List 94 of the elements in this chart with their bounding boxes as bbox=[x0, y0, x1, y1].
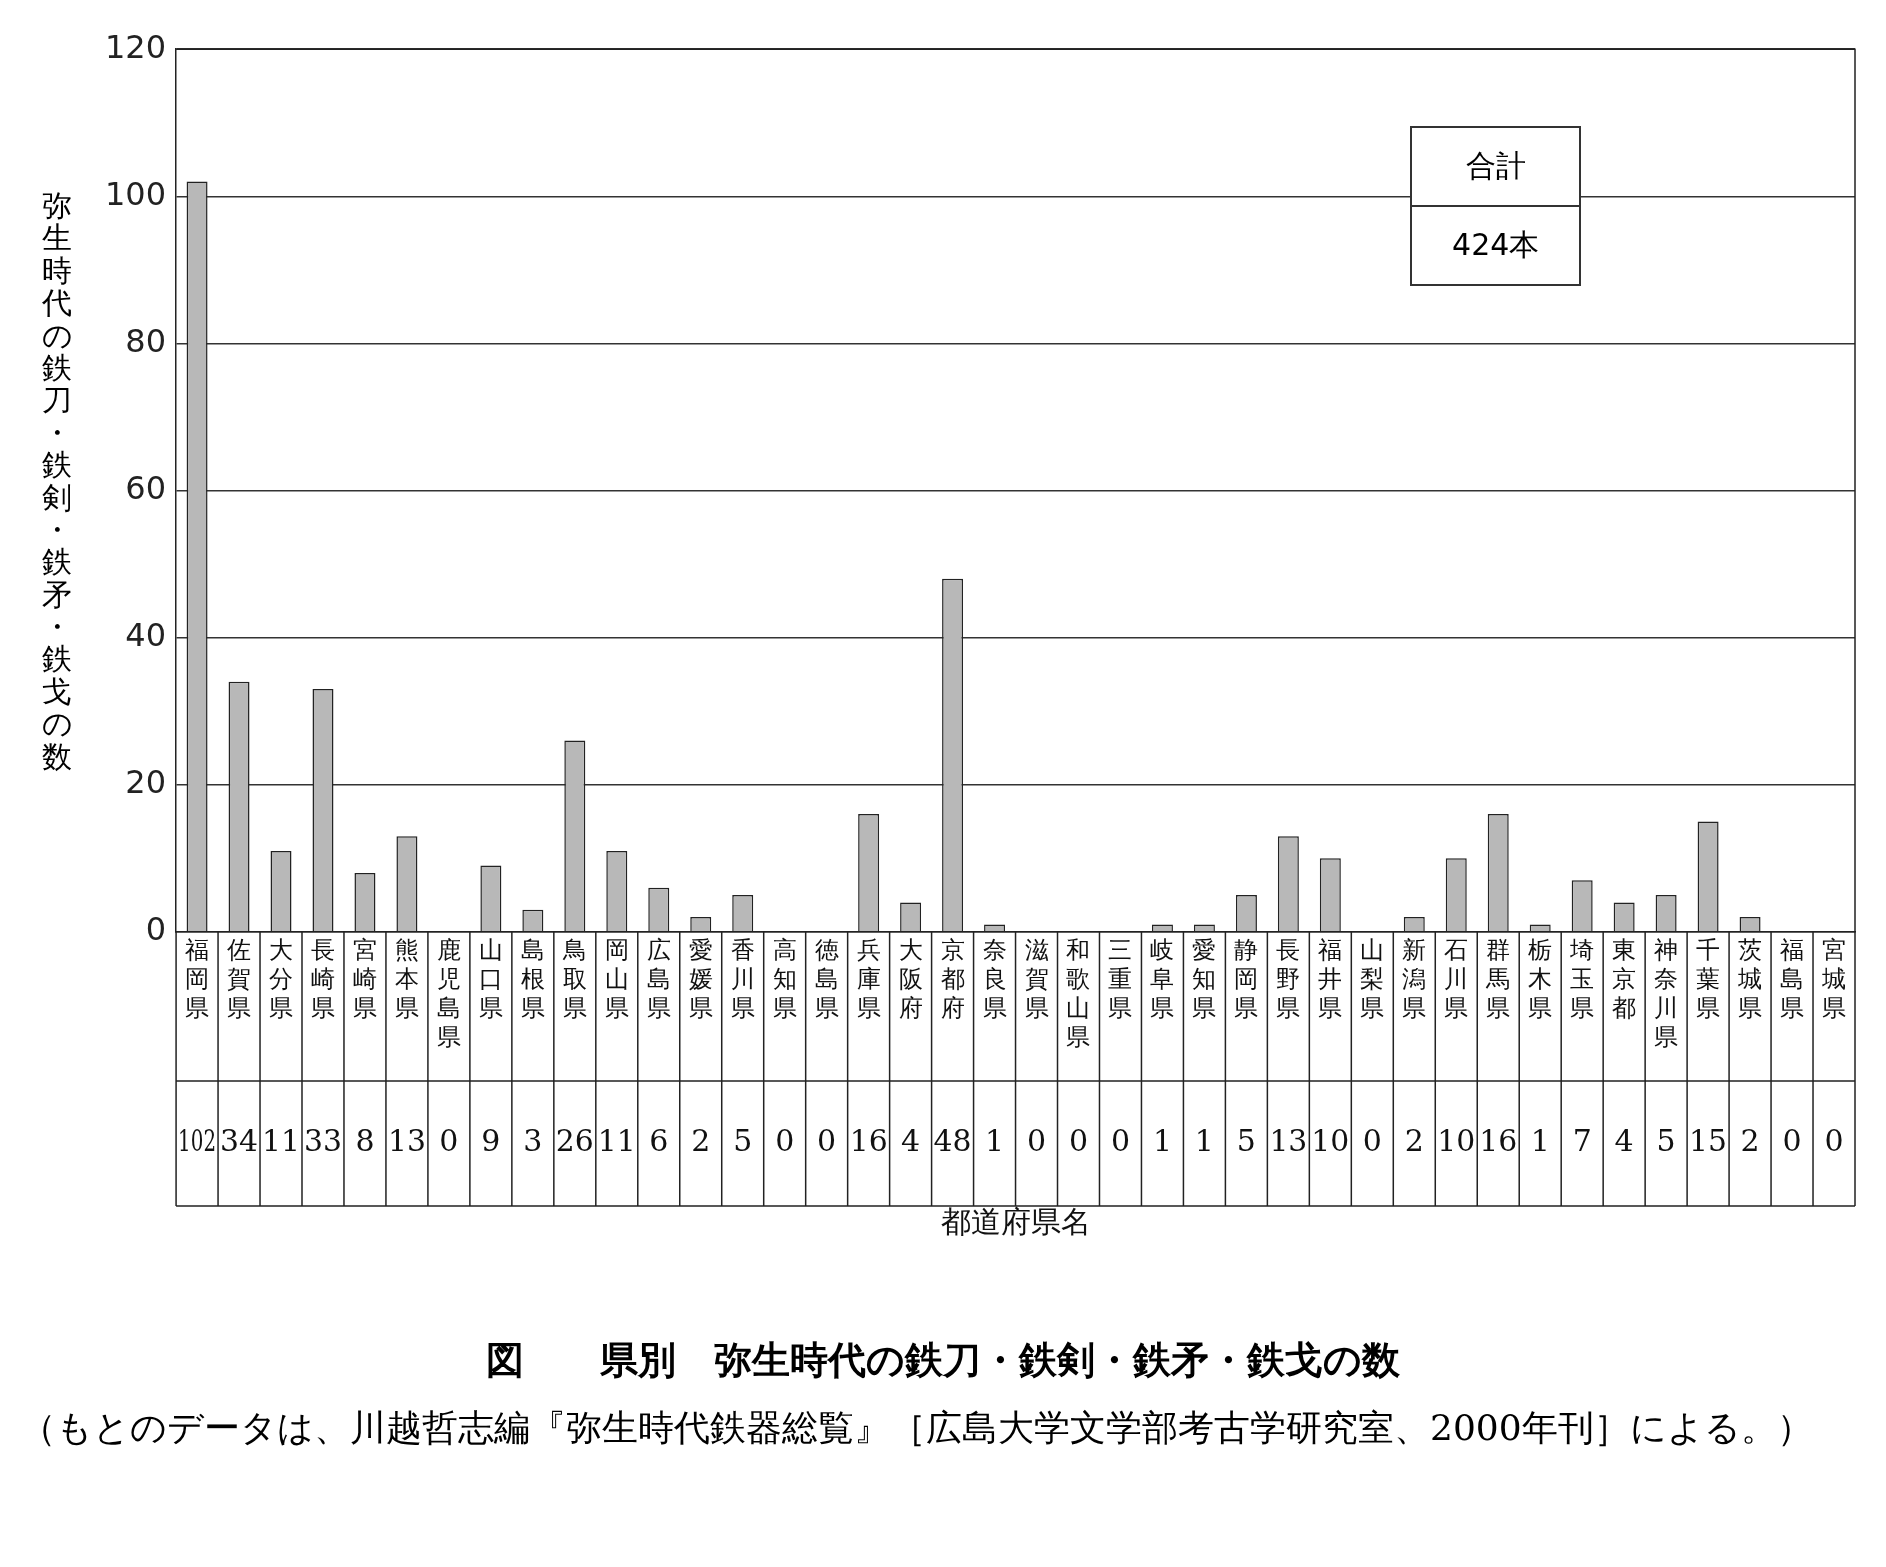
data-label: 0 bbox=[775, 1123, 795, 1159]
data-label: 13 bbox=[387, 1123, 426, 1159]
data-label: 34 bbox=[220, 1123, 259, 1159]
data-label: 5 bbox=[733, 1123, 753, 1159]
x-tick-label: 福島県 bbox=[1780, 936, 1805, 1023]
x-tick-label: 静岡県 bbox=[1234, 936, 1259, 1023]
x-tick-label: 群馬県 bbox=[1485, 936, 1511, 1023]
data-label: 6 bbox=[649, 1123, 669, 1159]
x-tick-label: 香川県 bbox=[730, 936, 755, 1023]
data-label: 33 bbox=[304, 1123, 342, 1159]
x-tick-label: 大阪府 bbox=[898, 936, 923, 1023]
y-tick-label: 20 bbox=[125, 763, 167, 802]
x-tick-label: 高知県 bbox=[772, 936, 797, 1023]
x-tick-label: 愛媛県 bbox=[688, 936, 713, 1023]
data-label: 2 bbox=[1740, 1123, 1760, 1159]
data-label: 2 bbox=[1404, 1123, 1424, 1159]
x-tick-label: 大分県 bbox=[269, 936, 294, 1023]
data-label: 0 bbox=[1824, 1123, 1844, 1159]
data-label: 48 bbox=[933, 1123, 972, 1159]
data-label: 0 bbox=[439, 1123, 459, 1159]
y-tick-label: 80 bbox=[125, 321, 167, 360]
x-tick-label: 宮城県 bbox=[1821, 936, 1847, 1023]
data-label: 10 bbox=[1437, 1123, 1476, 1159]
x-tick-label: 山口県 bbox=[478, 936, 503, 1023]
y-tick-label: 0 bbox=[145, 910, 167, 949]
data-label: 11 bbox=[597, 1123, 636, 1159]
data-label: 0 bbox=[1362, 1123, 1382, 1159]
data-label: 2 bbox=[691, 1123, 711, 1159]
data-label: 0 bbox=[1782, 1123, 1802, 1159]
x-tick-label: 宮崎県 bbox=[352, 936, 377, 1023]
data-label: 1 bbox=[1530, 1123, 1550, 1159]
annotation: 合計 bbox=[1464, 147, 1527, 186]
data-label: 9 bbox=[481, 1123, 501, 1159]
data-label: 102 bbox=[178, 1123, 217, 1159]
x-tick-label: 鹿児島県 bbox=[436, 936, 461, 1051]
y-tick-label: 100 bbox=[105, 174, 167, 213]
data-label: 10 bbox=[1311, 1123, 1350, 1159]
x-tick-label: 広島県 bbox=[646, 936, 671, 1023]
x-tick-label: 長崎県 bbox=[310, 936, 335, 1023]
x-tick-label: 長野県 bbox=[1276, 936, 1301, 1023]
data-label: 1 bbox=[985, 1123, 1005, 1159]
data-label: 1 bbox=[1194, 1123, 1214, 1159]
y-tick-label: 40 bbox=[125, 615, 167, 654]
data-label: 0 bbox=[1110, 1123, 1131, 1159]
x-tick-label: 栃木県 bbox=[1528, 936, 1553, 1023]
x-tick-label: 三重県 bbox=[1108, 936, 1133, 1023]
x-tick-label: 京都府 bbox=[940, 936, 965, 1023]
data-label: 11 bbox=[262, 1123, 300, 1159]
data-label: 0 bbox=[1068, 1123, 1089, 1159]
x-tick-label: 和歌山県 bbox=[1066, 936, 1091, 1051]
x-tick-label: 徳島県 bbox=[814, 936, 839, 1023]
data-label: 5 bbox=[1236, 1123, 1256, 1159]
data-label: 5 bbox=[1656, 1123, 1676, 1159]
data-label: 0 bbox=[1026, 1123, 1047, 1159]
data-label: 7 bbox=[1572, 1123, 1592, 1159]
x-tick-label: 島根県 bbox=[520, 936, 545, 1023]
y-tick-label: 60 bbox=[125, 468, 167, 507]
x-tick-label: 熊本県 bbox=[394, 936, 419, 1023]
y-tick-label: 120 bbox=[105, 27, 167, 66]
text: 弥生時代の鉄刀・鉄剣・鉄矛・鉄戈の数 bbox=[41, 188, 73, 774]
x-tick-label: 神奈川県 bbox=[1654, 936, 1679, 1051]
x-tick-label: 東京都 bbox=[1612, 936, 1637, 1023]
x-tick-label: 茨城県 bbox=[1737, 936, 1763, 1023]
x-tick-label: 福井県 bbox=[1318, 936, 1343, 1023]
data-label: 1 bbox=[1152, 1123, 1172, 1159]
data-label: 15 bbox=[1689, 1123, 1728, 1159]
x-tick-label: 石川県 bbox=[1444, 936, 1469, 1023]
annotation: 424本 bbox=[1412, 205, 1580, 285]
text: （もとのデータは、川越哲志編『弥生時代鉄器総覧』［広島大学文学部考古学研究室、2000年刊］による。） bbox=[20, 1406, 1814, 1450]
data-label: 4 bbox=[1614, 1123, 1634, 1159]
data-label: 8 bbox=[355, 1123, 375, 1159]
x-tick-label: 鳥取県 bbox=[561, 936, 587, 1023]
x-tick-label: 福岡県 bbox=[185, 936, 210, 1023]
data-label: 4 bbox=[901, 1123, 921, 1159]
x-tick-label: 佐賀県 bbox=[227, 936, 252, 1023]
x-tick-label: 奈良県 bbox=[982, 936, 1007, 1023]
data-label: 3 bbox=[523, 1123, 543, 1159]
x-tick-label: 埼玉県 bbox=[1569, 936, 1595, 1023]
text: 都道府県名 bbox=[940, 1203, 1091, 1239]
x-tick-label: 山梨県 bbox=[1360, 936, 1385, 1023]
total-box: 合計 424本 bbox=[1410, 126, 1582, 287]
text: 図 県別 弥生時代の鉄刀・鉄剣・鉄矛・鉄戈の数 bbox=[485, 1336, 1401, 1384]
data-label: 26 bbox=[555, 1123, 594, 1159]
x-tick-label: 千葉県 bbox=[1696, 936, 1721, 1023]
x-tick-label: 滋賀県 bbox=[1024, 936, 1049, 1023]
x-tick-label: 愛知県 bbox=[1192, 936, 1217, 1023]
x-tick-label: 新潟県 bbox=[1402, 936, 1427, 1023]
data-label: 16 bbox=[1479, 1123, 1518, 1159]
data-label: 0 bbox=[817, 1123, 837, 1159]
data-label: 13 bbox=[1269, 1123, 1308, 1159]
data-label: 16 bbox=[849, 1123, 888, 1159]
x-tick-label: 岐阜県 bbox=[1150, 936, 1175, 1023]
x-tick-label: 兵庫県 bbox=[856, 936, 881, 1023]
x-tick-label: 岡山県 bbox=[604, 936, 629, 1023]
